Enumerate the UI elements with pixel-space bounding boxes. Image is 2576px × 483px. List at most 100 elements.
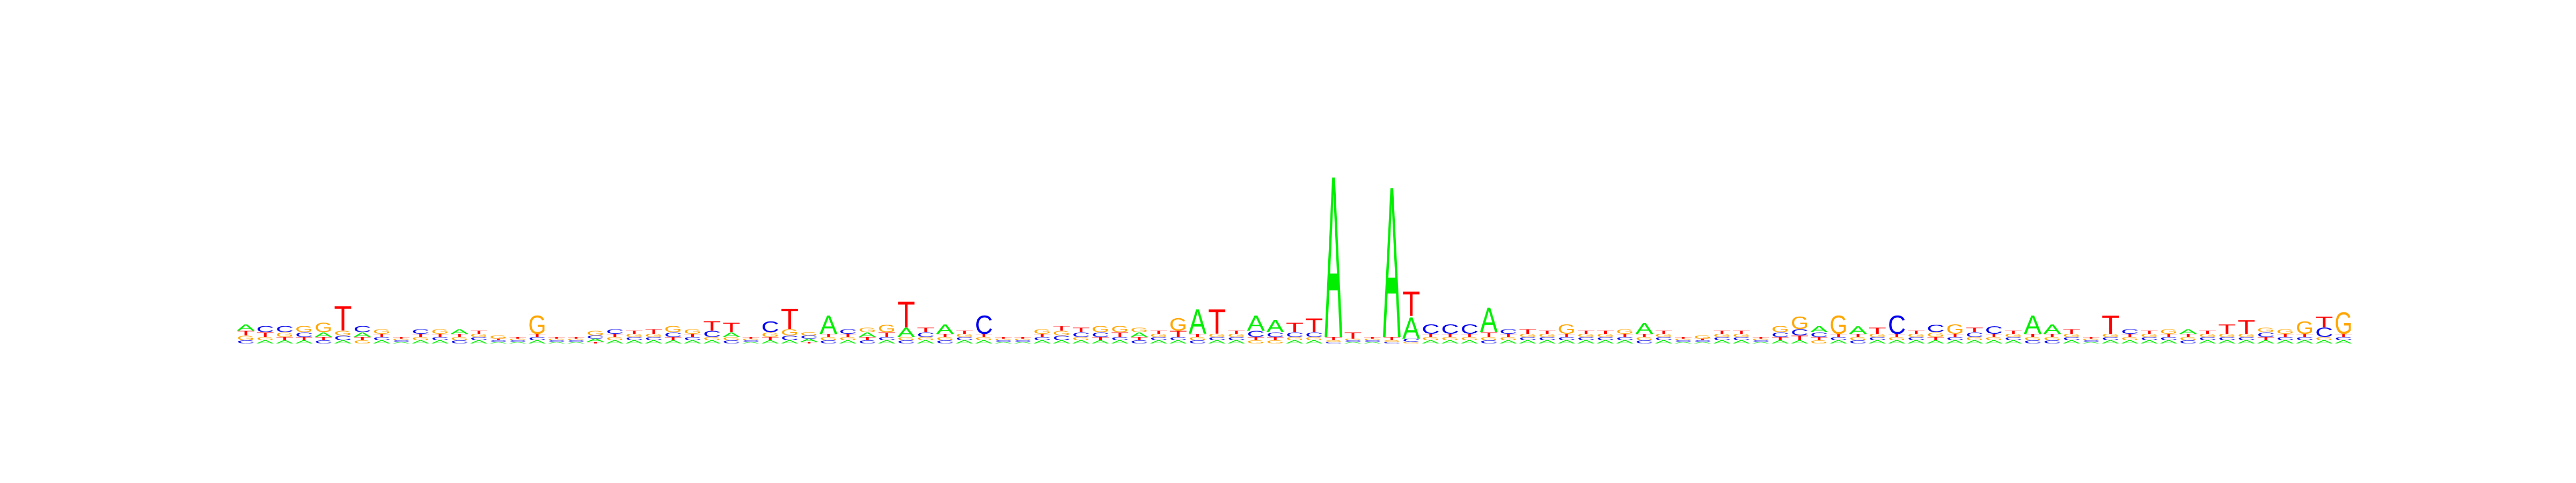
logo-letter-C: C <box>2277 336 2294 341</box>
logo-letter-T: T <box>2257 336 2274 341</box>
logo-letter-A: A <box>878 340 896 345</box>
logo-letter-T: T <box>2296 333 2314 338</box>
logo-letter-T: T <box>354 336 371 341</box>
logo-letter-C: C <box>295 331 313 339</box>
logo-letter-C: C <box>314 340 332 345</box>
logo-letter-A: A <box>587 338 604 343</box>
logo-letter-C: C <box>1674 340 1692 342</box>
logo-letter-G: G <box>1169 315 1187 335</box>
logo-letter-G: G <box>645 333 662 338</box>
logo-letter-C: C <box>1635 340 1653 345</box>
logo-letter-G: G <box>2218 333 2236 338</box>
logo-letter-A: A <box>1888 340 1906 345</box>
logo-letter-C: C <box>859 340 876 345</box>
logo-letter-A: A <box>1694 341 1712 344</box>
logo-letter-G: G <box>1732 333 1750 338</box>
logo-letter-A: A <box>1402 311 1420 345</box>
logo-letter-A: A <box>314 331 332 339</box>
logo-letter-G: G <box>509 338 526 341</box>
logo-letter-G: G <box>1694 335 1711 340</box>
logo-letter-T: T <box>800 341 818 344</box>
logo-letter-T: T <box>2179 333 2197 338</box>
logo-letter-T: T <box>1519 328 1536 335</box>
logo-letter-A: A <box>1383 141 1401 383</box>
logo-letter-A: A <box>392 341 411 344</box>
logo-letter-C: C <box>975 311 993 340</box>
logo-letter-C: C <box>684 336 701 341</box>
logo-letter-C: C <box>1422 322 1439 336</box>
logo-letter-T: T <box>2121 333 2139 338</box>
logo-letter-A: A <box>2218 340 2236 345</box>
logo-letter-T: T <box>1946 333 1964 338</box>
logo-letter-A: A <box>975 340 993 345</box>
logo-letter-A: A <box>2063 340 2081 345</box>
logo-letter-T: T <box>859 336 876 341</box>
logo-letter-T: T <box>1422 333 1439 338</box>
logo-letter-A: A <box>354 331 371 339</box>
logo-letter-A: A <box>2160 340 2178 345</box>
logo-letter-G: G <box>528 310 546 340</box>
logo-letter-A: A <box>2004 340 2022 345</box>
logo-stacks: CGTAAGTCATGCATCGCTAGACGTGTACACTGACGTAGTC… <box>237 128 2352 387</box>
logo-letter-T: T <box>567 336 585 339</box>
logo-letter-T: T <box>1558 333 1576 338</box>
logo-letter-T: T <box>2004 330 2022 335</box>
logo-letter-C: C <box>1519 336 1536 341</box>
logo-letter-T: T <box>1713 330 1731 335</box>
logo-letter-T: T <box>1791 334 1809 342</box>
logo-letter-T: T <box>897 294 915 336</box>
logo-letter-T: T <box>1053 325 1071 332</box>
logo-letter-C: C <box>1597 336 1614 341</box>
logo-letter-T: T <box>587 341 604 344</box>
logo-letter-A: A <box>1791 340 1809 345</box>
logo-letter-T: T <box>1480 331 1498 339</box>
logo-letter-C: C <box>917 331 934 339</box>
logo-letter-T: T <box>1810 336 1828 341</box>
logo-letter-G: G <box>722 336 740 341</box>
logo-letter-A: A <box>703 340 721 345</box>
logo-letter-G: G <box>392 338 410 341</box>
logo-letter-C: C <box>2102 336 2119 341</box>
logo-letter-A: A <box>839 340 857 345</box>
logo-letter-T: T <box>431 333 449 338</box>
logo-letter-C: C <box>781 334 799 342</box>
logo-letter-C: C <box>1092 331 1109 339</box>
logo-letter-C: C <box>2063 336 2081 341</box>
logo-letter-T: T <box>470 330 488 335</box>
logo-letter-G: G <box>1829 310 1847 340</box>
logo-letter-T: T <box>606 333 624 338</box>
logo-letter-C: C <box>2334 336 2352 341</box>
logo-letter-G: G <box>1985 336 2003 341</box>
logo-letter-C: C <box>819 340 837 345</box>
logo-letter-C: C <box>1267 331 1284 339</box>
logo-letter-G: G <box>664 324 682 334</box>
logo-letter-T: T <box>2277 333 2294 338</box>
logo-letter-G: G <box>1538 333 1556 338</box>
logo-letter-T: T <box>1655 330 1673 335</box>
logo-letter-A: A <box>509 341 527 344</box>
logo-letter-A: A <box>2257 340 2274 345</box>
logo-letter-C: C <box>1305 331 1323 339</box>
logo-letter-G: G <box>295 324 313 334</box>
logo-letter-T: T <box>664 336 682 341</box>
logo-letter-G: G <box>1499 336 1517 341</box>
logo-letter-T: T <box>684 333 701 338</box>
